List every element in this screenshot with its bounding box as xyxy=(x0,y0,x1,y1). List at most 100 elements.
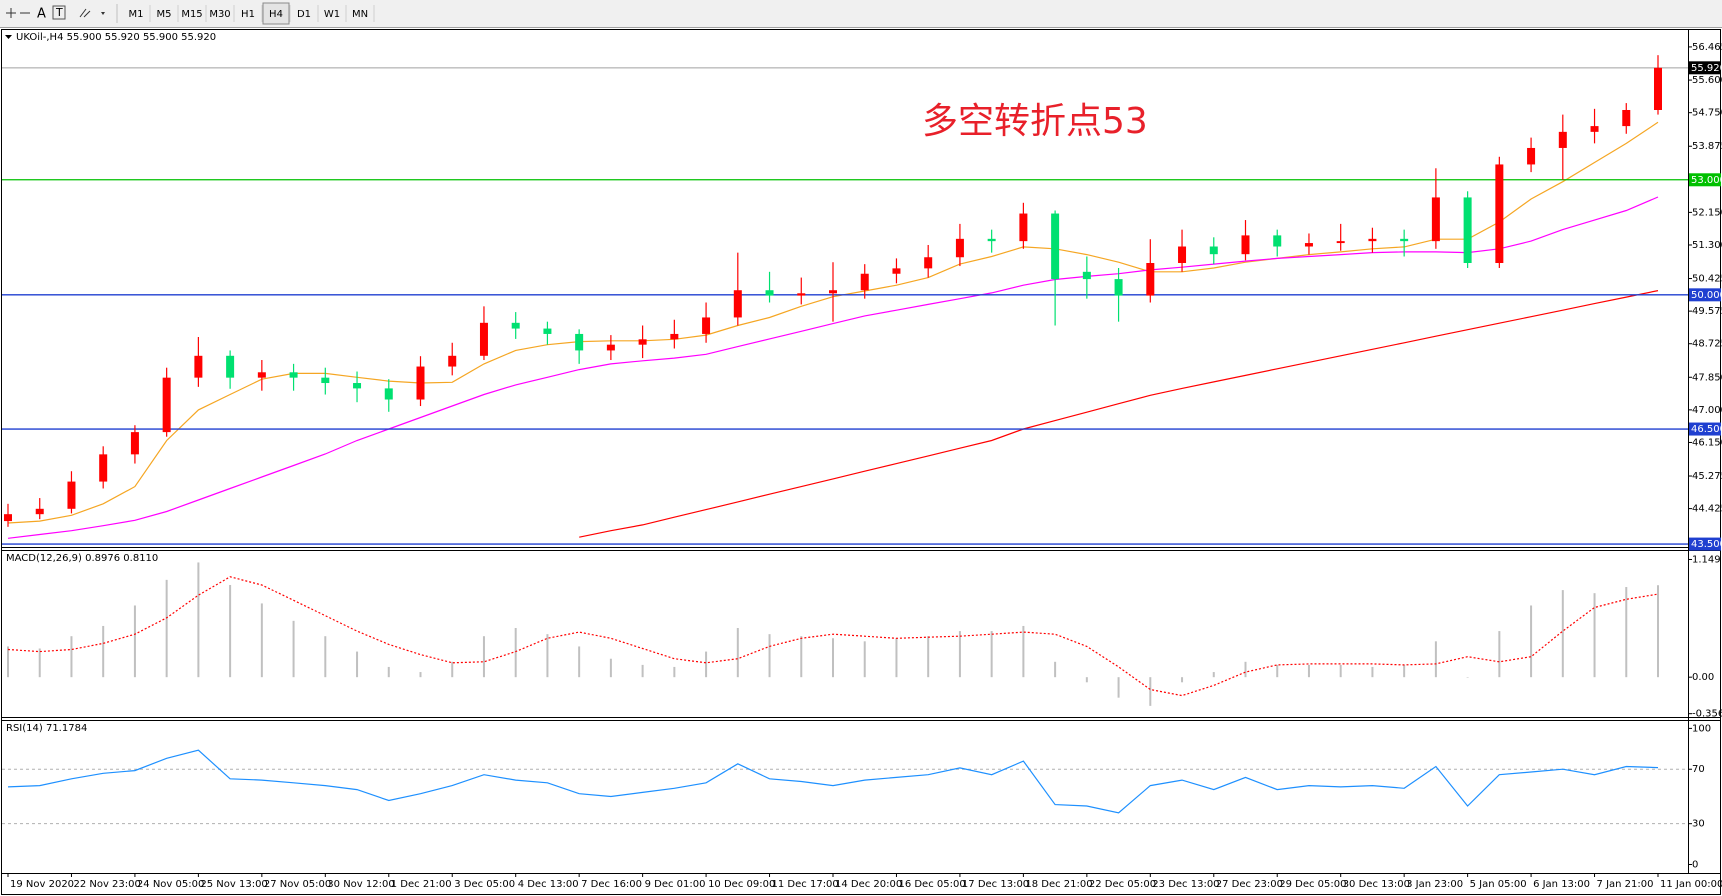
candle-body xyxy=(1051,213,1060,280)
candle-body xyxy=(1336,241,1345,244)
timeframe-button[interactable]: W1 xyxy=(324,9,340,20)
y-tick-label: 46.150 xyxy=(1692,437,1722,448)
candle-body xyxy=(1146,262,1155,296)
macd-bar xyxy=(1276,664,1279,678)
candle-body xyxy=(1590,126,1599,132)
macd-bar xyxy=(1244,661,1247,678)
arrows-icon[interactable] xyxy=(79,8,105,18)
timeframe-button[interactable]: H1 xyxy=(241,9,255,20)
moving-average xyxy=(579,290,1659,538)
time-label: 16 Dec 05:00 xyxy=(898,879,965,890)
candle-body xyxy=(702,317,711,334)
y-tick-label: 45.275 xyxy=(1692,471,1722,482)
candle-body xyxy=(1527,147,1536,165)
candle-body xyxy=(162,377,171,433)
candle-body xyxy=(765,290,774,296)
macd-bar xyxy=(800,636,803,678)
macd-bar xyxy=(1054,661,1057,678)
macd-bar xyxy=(1149,677,1152,706)
macd-bar xyxy=(1466,677,1469,678)
macd-bar xyxy=(578,646,581,678)
candle-body xyxy=(1273,235,1282,247)
macd-bar xyxy=(451,661,454,678)
candle-body xyxy=(1558,131,1567,148)
time-label: 17 Dec 13:00 xyxy=(962,879,1029,890)
macd-bar xyxy=(673,666,676,678)
rsi-title: RSI(14) 71.1784 xyxy=(6,723,87,734)
current-price-label: 55.920 xyxy=(1691,63,1722,74)
y-tick-label: 51.300 xyxy=(1692,240,1722,251)
crosshair-icon[interactable] xyxy=(6,8,16,18)
moving-average xyxy=(7,196,1659,539)
macd-bar xyxy=(356,651,359,678)
time-label: 14 Dec 20:00 xyxy=(835,879,902,890)
candle-body xyxy=(733,290,742,318)
time-label: 1 Dec 21:00 xyxy=(391,879,452,890)
macd-bar xyxy=(895,638,898,678)
candle-body xyxy=(257,372,266,378)
macd-bar xyxy=(990,631,993,678)
y-tick-label: 30 xyxy=(1692,819,1705,830)
candle-body xyxy=(226,355,235,378)
candle-body xyxy=(384,388,393,400)
timeframe-button[interactable]: M30 xyxy=(209,9,230,20)
text-label-icon-box[interactable] xyxy=(52,5,66,20)
candle-body xyxy=(955,238,964,258)
time-label: 3 Dec 05:00 xyxy=(454,879,515,890)
macd-bar xyxy=(736,628,739,678)
y-tick-label: 1.149 xyxy=(1692,554,1721,565)
macd-bar xyxy=(1561,590,1564,678)
macd-bar xyxy=(324,636,327,678)
macd-title: MACD(12,26,9) 0.8976 0.8110 xyxy=(6,553,158,564)
candle-body xyxy=(892,268,901,274)
time-label: 5 Jan 05:00 xyxy=(1470,879,1527,890)
candle-body xyxy=(1654,67,1662,110)
time-label: 30 Nov 12:00 xyxy=(327,879,394,890)
candle-body xyxy=(638,339,647,345)
macd-bar xyxy=(70,636,73,678)
macd-bar xyxy=(1530,605,1533,678)
macd-bar xyxy=(1371,666,1374,678)
candle-body xyxy=(829,290,837,294)
time-label: 9 Dec 01:00 xyxy=(645,879,706,890)
macd-bar xyxy=(1022,625,1025,678)
y-tick-label: 55.600 xyxy=(1692,75,1722,86)
timeframe-button[interactable]: M15 xyxy=(181,9,202,20)
candle-body xyxy=(670,333,679,340)
macd-bar xyxy=(1498,631,1501,678)
text-tool[interactable]: A xyxy=(37,7,46,22)
macd-bar xyxy=(387,666,390,678)
candle-body xyxy=(35,508,44,515)
text-label-tool[interactable]: T xyxy=(55,6,63,19)
timeframe-button[interactable]: D1 xyxy=(297,9,311,20)
macd-bar xyxy=(832,638,834,678)
candle-body xyxy=(1019,213,1028,242)
candle-body xyxy=(924,257,933,269)
macd-bar xyxy=(419,672,422,678)
macd-bar xyxy=(546,634,549,678)
macd-bar xyxy=(1403,664,1406,678)
y-tick-label: 56.465 xyxy=(1692,42,1722,53)
timeframe-button[interactable]: M5 xyxy=(157,9,172,20)
toolbar-bg xyxy=(0,0,1722,27)
time-label: 22 Dec 05:00 xyxy=(1089,879,1156,890)
candle-body xyxy=(321,377,330,384)
candle-body xyxy=(194,355,203,378)
macd-bar xyxy=(1117,677,1120,698)
timeframe-button[interactable]: MN xyxy=(352,9,368,20)
candle-body xyxy=(1463,197,1472,263)
main-title: UKOil-,H4 55.900 55.920 55.900 55.920 xyxy=(16,32,216,43)
macd-bar xyxy=(958,631,961,678)
timeframe-button[interactable]: H4 xyxy=(269,9,283,20)
active-timeframe xyxy=(262,2,290,25)
time-label: 19 Nov 2020 xyxy=(10,879,74,890)
macd-bar xyxy=(1434,641,1437,678)
symbol-menu-arrow[interactable] xyxy=(5,35,12,39)
candle-body xyxy=(448,355,457,367)
macd-bar xyxy=(102,625,105,678)
timeframe-button[interactable]: M1 xyxy=(129,9,144,20)
candle-body xyxy=(1368,238,1377,242)
candle-body xyxy=(543,328,552,334)
candle-body xyxy=(1495,164,1504,263)
